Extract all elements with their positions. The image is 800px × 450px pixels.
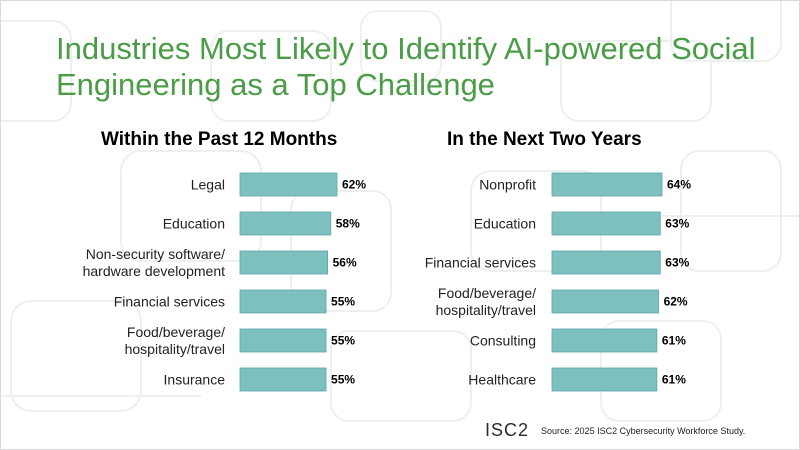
left-category-label-2: Non-security software/hardware developme… — [83, 246, 226, 279]
right-bar-5 — [551, 367, 658, 392]
right-category-label-4: Consulting — [470, 333, 536, 349]
isc2-logo: ISC2 — [485, 420, 530, 440]
left-chart-title: Within the Past 12 Months — [101, 129, 338, 150]
left-bar-2 — [239, 250, 329, 275]
left-category-label-3: Financial services — [114, 294, 225, 310]
left-bar-5 — [239, 367, 327, 392]
right-value-label-1: 63% — [665, 217, 689, 231]
right-category-label-2: Financial services — [425, 255, 536, 271]
left-category-label-5: Insurance — [164, 372, 226, 388]
right-bar-2 — [551, 250, 661, 275]
right-value-label-5: 61% — [662, 373, 686, 387]
right-bar-1 — [551, 211, 661, 236]
left-bar-3 — [239, 289, 327, 314]
right-bar-4 — [551, 328, 658, 353]
left-bar-0 — [239, 172, 338, 197]
right-value-label-2: 63% — [665, 256, 689, 270]
left-category-label-4: Food/beverage/hospitality/travel — [125, 324, 225, 357]
footer: ISC2 Source: 2025 ISC2 Cybersecurity Wor… — [485, 420, 745, 441]
right-category-label-3: Food/beverage/hospitality/travel — [436, 285, 536, 318]
source-note: Source: 2025 ISC2 Cybersecurity Workforc… — [541, 425, 746, 436]
left-category-label-0: Legal — [191, 177, 225, 193]
right-category-label-5: Healthcare — [468, 372, 536, 388]
right-bar-0 — [551, 172, 663, 197]
left-value-label-5: 55% — [331, 373, 355, 387]
left-category-label-1: Education — [163, 216, 225, 232]
left-value-label-3: 55% — [331, 295, 355, 309]
right-bar-3 — [551, 289, 659, 314]
right-value-label-0: 64% — [667, 178, 691, 192]
right-category-label-0: Nonprofit — [479, 177, 536, 193]
left-value-label-2: 56% — [333, 256, 357, 270]
right-category-label-1: Education — [474, 216, 536, 232]
left-bar-1 — [239, 211, 332, 236]
left-value-label-4: 55% — [331, 334, 355, 348]
right-value-label-4: 61% — [662, 334, 686, 348]
left-value-label-0: 62% — [342, 178, 366, 192]
left-bar-4 — [239, 328, 327, 353]
slide-title: Industries Most Likely to Identify AI-po… — [56, 31, 756, 102]
right-chart-title: In the Next Two Years — [447, 129, 642, 150]
left-value-label-1: 58% — [336, 217, 360, 231]
right-value-label-3: 62% — [664, 295, 688, 309]
